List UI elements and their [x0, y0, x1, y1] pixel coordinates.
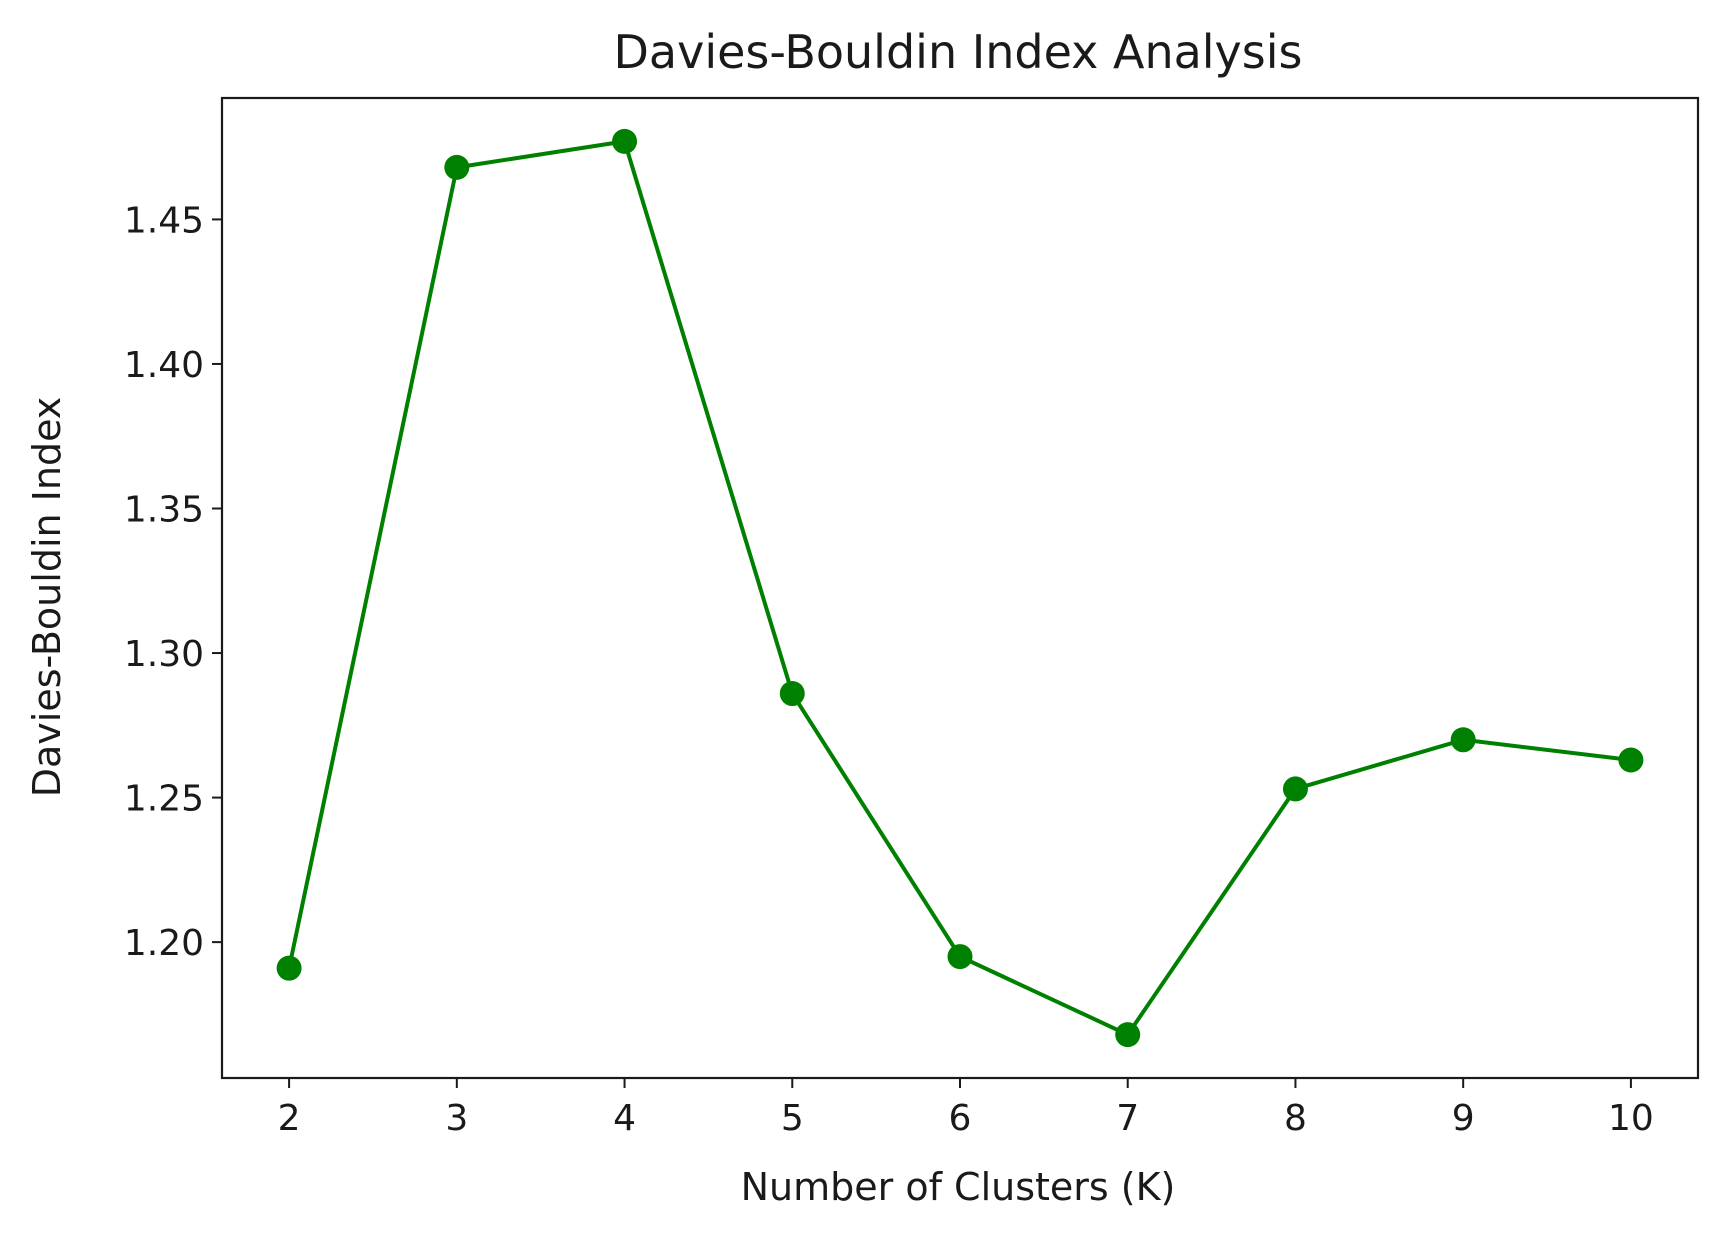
y-tick-label: 1.45 [124, 200, 204, 241]
data-point-k6 [947, 944, 973, 970]
x-tick-label: 2 [278, 1098, 301, 1139]
y-tick-label: 1.30 [124, 634, 204, 675]
x-tick-label: 7 [1116, 1098, 1139, 1139]
x-axis-ticks: 2 3 4 5 6 7 8 9 10 [278, 1078, 1654, 1139]
y-tick-label: 1.35 [124, 490, 204, 531]
y-tick-label: 1.25 [124, 779, 204, 820]
data-point-k3 [444, 154, 470, 180]
data-point-k4 [612, 128, 638, 154]
series-points-group [276, 128, 1644, 1048]
x-axis-label: Number of Clusters (K) [741, 1165, 1176, 1209]
plot-frame [220, 96, 1700, 1080]
x-tick-label: 8 [1284, 1098, 1307, 1139]
data-point-k10 [1618, 747, 1644, 773]
x-tick-label: 9 [1452, 1098, 1475, 1139]
y-tick-label: 1.40 [124, 345, 204, 386]
y-axis-label: Davies-Bouldin Index [25, 397, 69, 798]
data-point-k8 [1282, 776, 1308, 802]
data-point-k9 [1450, 727, 1476, 753]
y-axis-ticks: 1.20 1.25 1.30 1.35 1.40 1.45 [124, 200, 222, 964]
x-tick-label: 4 [613, 1098, 636, 1139]
chart-title: Davies-Bouldin Index Analysis [613, 25, 1302, 79]
data-point-k7 [1115, 1022, 1141, 1048]
y-tick-label: 1.20 [124, 923, 204, 964]
x-tick-label: 6 [949, 1098, 972, 1139]
data-point-k2 [276, 955, 302, 981]
plot-area: 1.20 1.25 1.30 1.35 1.40 1.45 2 3 4 5 6 7 8 9 10 [124, 96, 1700, 1139]
data-point-k5 [779, 681, 805, 707]
x-tick-label: 3 [445, 1098, 468, 1139]
x-tick-label: 5 [781, 1098, 804, 1139]
x-tick-label: 10 [1608, 1098, 1654, 1139]
